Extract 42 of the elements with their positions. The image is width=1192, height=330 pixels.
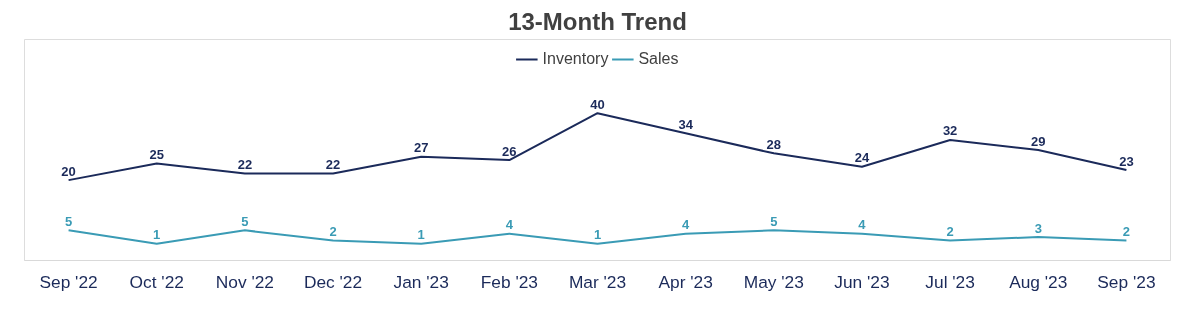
x-tick-label: Jul '23 (925, 271, 975, 292)
data-label: 26 (502, 143, 517, 159)
data-label: 2 (329, 223, 337, 239)
data-label: 24 (854, 150, 870, 166)
data-label: 4 (505, 217, 514, 233)
data-label: 40 (590, 96, 605, 112)
x-tick-label: Nov '22 (215, 271, 274, 292)
data-label: 28 (766, 136, 782, 152)
data-label: 5 (770, 213, 778, 229)
data-label: 34 (678, 116, 694, 132)
x-tick-label: Jun '23 (834, 271, 890, 292)
data-label: 1 (417, 227, 425, 243)
data-label: 29 (1031, 133, 1046, 149)
data-label: 1 (153, 227, 161, 243)
x-tick-label: Aug '23 (1009, 271, 1068, 292)
legend-label: Sales (638, 50, 679, 68)
x-tick-label: Apr '23 (658, 271, 713, 292)
data-label: 32 (942, 123, 958, 139)
data-label: 3 (1034, 220, 1042, 236)
x-tick-label: Feb '23 (480, 271, 538, 292)
x-tick-label: Mar '23 (568, 271, 627, 292)
data-label: 27 (413, 140, 429, 156)
data-label: 20 (61, 163, 76, 179)
x-tick-label: May '23 (743, 271, 804, 292)
data-label: 1 (593, 227, 602, 243)
chart-title: 13-Month Trend (508, 7, 687, 35)
data-label: 2 (1122, 223, 1131, 239)
data-label: 5 (241, 213, 249, 229)
data-label: 4 (858, 217, 867, 233)
data-label: 23 (1119, 153, 1134, 169)
data-label: 22 (237, 156, 253, 172)
legend-label: Inventory (542, 50, 609, 68)
x-tick-label: Sep '22 (39, 271, 98, 292)
x-tick-label: Jan '23 (393, 271, 449, 292)
x-tick-label: Dec '22 (303, 271, 363, 292)
x-tick-label: Sep '23 (1097, 271, 1156, 292)
x-tick-label: Oct '22 (129, 271, 184, 292)
data-label: 2 (946, 223, 954, 239)
data-label: 22 (325, 156, 341, 172)
data-label: 5 (64, 213, 73, 229)
data-label: 25 (149, 146, 164, 162)
data-label: 4 (682, 217, 691, 233)
